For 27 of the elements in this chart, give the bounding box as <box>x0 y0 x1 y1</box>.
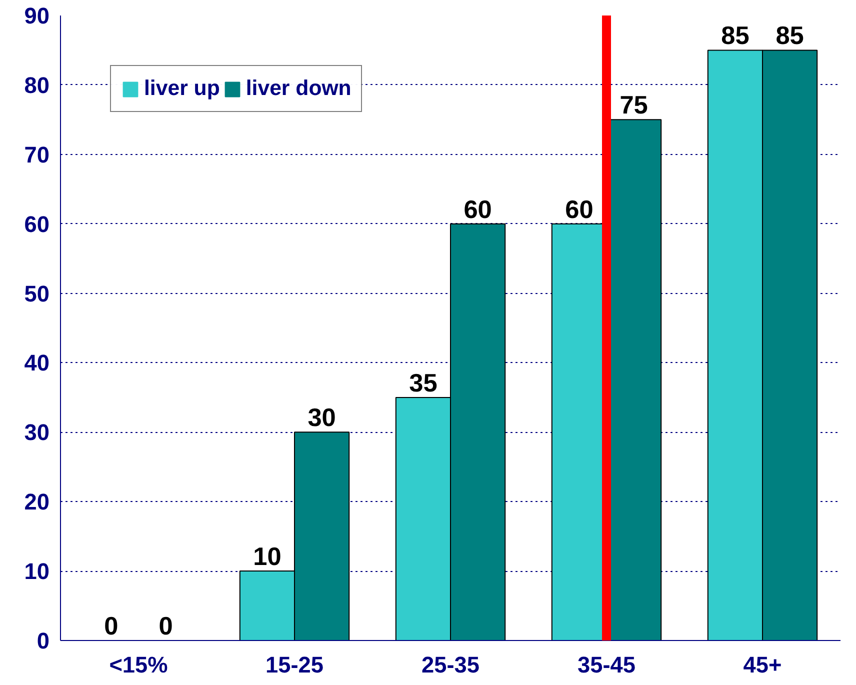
y-tick-label: 50 <box>24 280 50 306</box>
y-tick-label: 90 <box>24 2 50 28</box>
y-tick-label: 0 <box>36 628 50 654</box>
data-label: 60 <box>464 196 492 224</box>
x-tick-label: 15-25 <box>266 652 324 678</box>
y-tick-label: 80 <box>24 72 50 98</box>
y-tick-label: 60 <box>24 210 50 237</box>
y-tick-label: 20 <box>24 488 50 515</box>
y-tick-label: 30 <box>24 419 50 446</box>
legend-label: liver up <box>144 76 220 101</box>
data-label: 35 <box>409 369 438 398</box>
data-label: 10 <box>253 543 282 572</box>
data-label: 85 <box>721 22 750 50</box>
x-tick-label: 45+ <box>743 652 782 678</box>
y-tick-label: 40 <box>24 350 50 376</box>
y-tick-label: 70 <box>24 141 50 168</box>
legend-label: liver down <box>246 76 352 101</box>
data-label: 30 <box>308 404 336 432</box>
y-tick-label: 10 <box>24 558 50 584</box>
data-label: 60 <box>565 196 594 224</box>
data-label: 75 <box>620 92 648 120</box>
data-label: 0 <box>104 612 118 640</box>
x-tick-label: <15% <box>109 652 168 678</box>
x-tick-label: 25-35 <box>422 652 480 678</box>
data-label: 85 <box>776 22 804 50</box>
data-label: 0 <box>158 612 173 640</box>
x-tick-label: 35-45 <box>578 652 636 678</box>
